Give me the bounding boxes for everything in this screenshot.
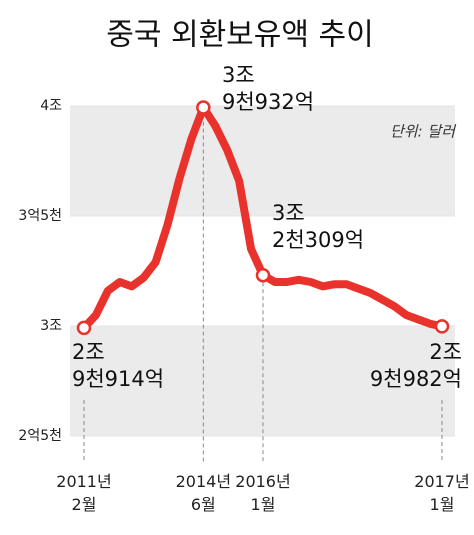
y-tick-label: 4조 [40,98,62,114]
point-marker [196,100,211,115]
x-tick-label: 2011년 2월 [56,472,112,514]
y-tick-label: 3억5천 [18,208,62,224]
point-marker [434,319,450,334]
data-label: 3조 9천932억 [222,63,315,114]
point-marker [76,320,92,336]
data-label: 2조 9천914억 [72,340,165,391]
y-tick-label: 3조 [40,318,62,334]
data-label: 3조 2천309억 [272,201,365,252]
x-tick-label: 2017년 1월 [414,472,470,514]
unit-label: 단위: 달러 [390,123,456,141]
x-tick-label: 2016년 1월 [235,472,291,514]
data-label: 2조 9천982억 [369,340,462,391]
chart-title: 중국 외환보유액 추이 [106,18,373,53]
x-tick-label: 2014년 6월 [175,472,232,514]
point-marker [255,267,271,283]
grid-band [70,106,455,216]
y-tick-label: 2억5천 [18,428,62,444]
